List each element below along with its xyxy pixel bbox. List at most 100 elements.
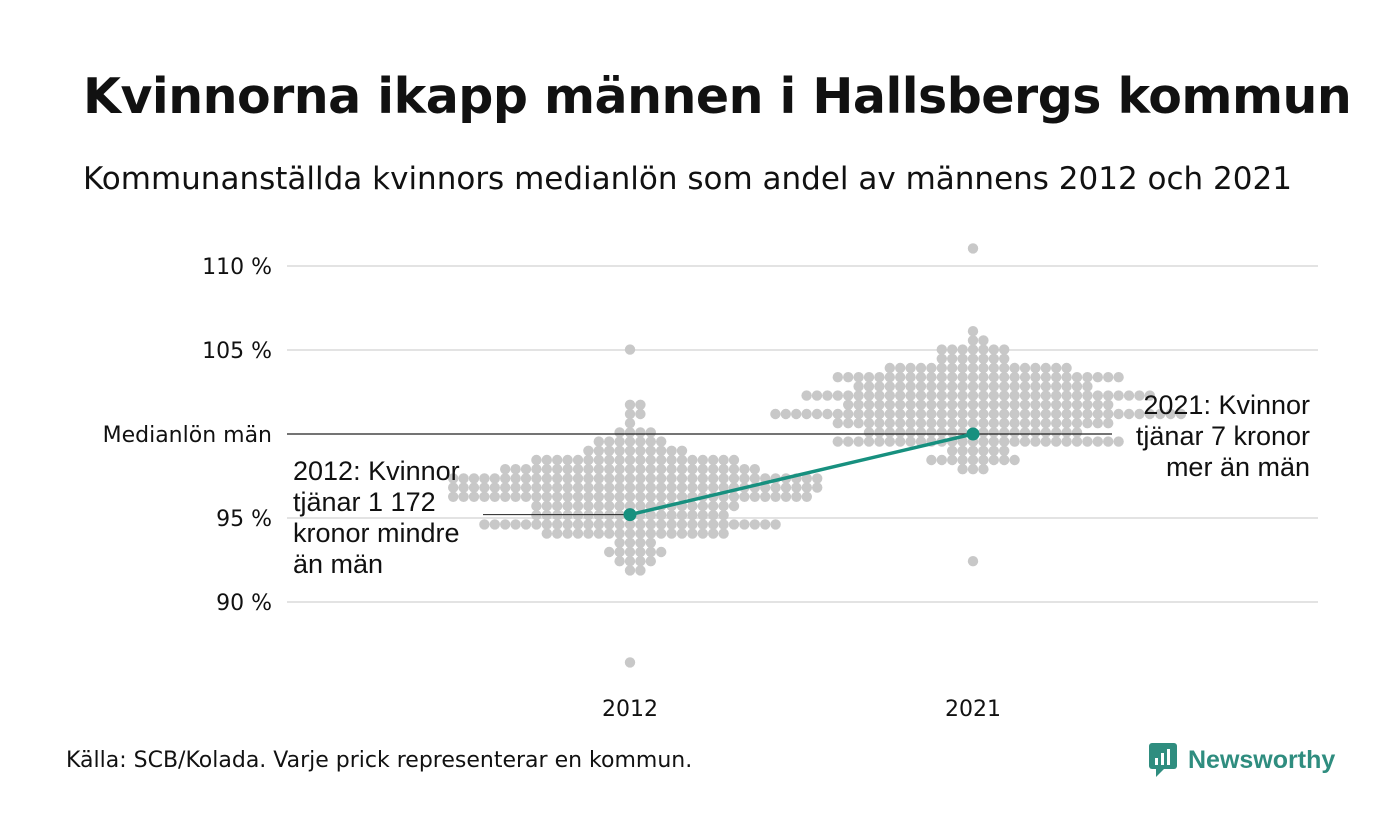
municipality-dot	[1113, 408, 1124, 420]
municipality-dot	[874, 418, 885, 429]
municipality-dot	[645, 491, 656, 502]
municipality-dot	[656, 491, 667, 502]
municipality-dot	[718, 482, 729, 493]
municipality-dot	[562, 473, 573, 484]
municipality-dot	[583, 464, 594, 475]
municipality-dot	[1082, 372, 1093, 383]
municipality-dot	[999, 399, 1010, 410]
municipality-dot	[749, 491, 760, 502]
municipality-dot	[1113, 390, 1124, 401]
municipality-dot	[572, 500, 584, 512]
municipality-dot	[936, 344, 947, 355]
municipality-dot	[572, 464, 584, 475]
municipality-dot	[708, 500, 719, 512]
municipality-dot	[874, 381, 885, 392]
municipality-dot	[448, 473, 459, 484]
municipality-dot	[739, 464, 750, 475]
municipality-dot	[604, 491, 615, 502]
municipality-dot	[801, 491, 812, 502]
municipality-dot	[1051, 381, 1062, 392]
municipality-dot	[1040, 372, 1052, 383]
municipality-dot	[604, 546, 615, 558]
municipality-dot	[915, 418, 927, 429]
municipality-dot	[853, 372, 864, 383]
municipality-dot	[967, 399, 979, 410]
municipality-dot	[614, 464, 625, 475]
municipality-dot	[458, 482, 469, 493]
municipality-dot	[572, 473, 584, 484]
municipality-dot	[614, 528, 625, 539]
municipality-dot	[936, 408, 947, 420]
municipality-dot	[988, 372, 999, 383]
municipality-dot	[947, 454, 958, 466]
municipality-dot	[978, 454, 989, 466]
municipality-dot	[843, 418, 854, 429]
municipality-dot	[749, 473, 760, 484]
municipality-dot	[541, 500, 552, 512]
municipality-dot	[718, 500, 729, 512]
municipality-dot	[541, 519, 552, 530]
municipality-dot	[947, 362, 958, 374]
municipality-dot	[593, 519, 604, 530]
municipality-dot	[999, 427, 1010, 438]
municipality-dot	[656, 519, 667, 530]
municipality-dot	[645, 482, 656, 493]
municipality-dot	[1061, 427, 1072, 438]
municipality-dot	[988, 445, 999, 456]
municipality-dot	[697, 500, 708, 512]
municipality-dot	[1019, 390, 1031, 401]
municipality-dot	[479, 473, 490, 484]
municipality-dot	[676, 519, 688, 530]
municipality-dot	[510, 473, 521, 484]
municipality-dot	[1040, 381, 1052, 392]
municipality-dot	[552, 491, 563, 502]
municipality-dot	[739, 473, 750, 484]
municipality-dot	[708, 473, 719, 484]
municipality-dot	[624, 464, 636, 475]
municipality-dot	[624, 565, 636, 576]
municipality-dot	[936, 353, 947, 364]
municipality-dot	[988, 454, 999, 466]
municipality-dot	[728, 519, 740, 530]
municipality-dot	[666, 445, 677, 456]
municipality-dot	[947, 353, 958, 364]
municipality-dot	[988, 427, 999, 438]
municipality-dot	[1113, 436, 1124, 447]
municipality-dot	[1071, 418, 1083, 429]
municipality-dot	[739, 491, 750, 502]
municipality-dot	[780, 491, 792, 502]
municipality-dot	[811, 390, 823, 401]
municipality-dot	[1071, 390, 1083, 401]
municipality-dot	[905, 381, 916, 392]
x-tick-label: 2012	[602, 697, 658, 722]
municipality-dot	[822, 408, 833, 420]
municipality-dot	[645, 556, 656, 567]
municipality-dot	[635, 519, 646, 530]
y-tick-label: Medianlön män	[103, 423, 272, 448]
municipality-dot	[957, 445, 968, 456]
municipality-dot	[1051, 436, 1062, 447]
municipality-dot	[978, 399, 989, 410]
municipality-dot	[780, 482, 792, 493]
municipality-dot	[1009, 436, 1020, 447]
municipality-dot	[583, 491, 594, 502]
municipality-dot	[780, 408, 791, 420]
municipality-dot	[552, 454, 563, 466]
annotation-2012-line: kronor mindre	[293, 518, 460, 548]
municipality-dot	[645, 427, 656, 438]
municipality-dot	[572, 510, 584, 521]
municipality-dot	[635, 500, 646, 512]
municipality-dot	[541, 454, 552, 466]
municipality-dot	[863, 408, 875, 420]
municipality-dot	[978, 436, 989, 447]
municipality-dot	[853, 408, 864, 420]
municipality-dot	[510, 519, 521, 530]
municipality-dot	[500, 491, 511, 502]
municipality-dot	[614, 519, 625, 530]
municipality-dot	[531, 482, 542, 493]
municipality-dot	[978, 445, 989, 456]
municipality-dot	[479, 482, 490, 493]
municipality-dot	[884, 372, 895, 383]
municipality-dot	[645, 537, 656, 548]
municipality-dot	[957, 454, 968, 466]
